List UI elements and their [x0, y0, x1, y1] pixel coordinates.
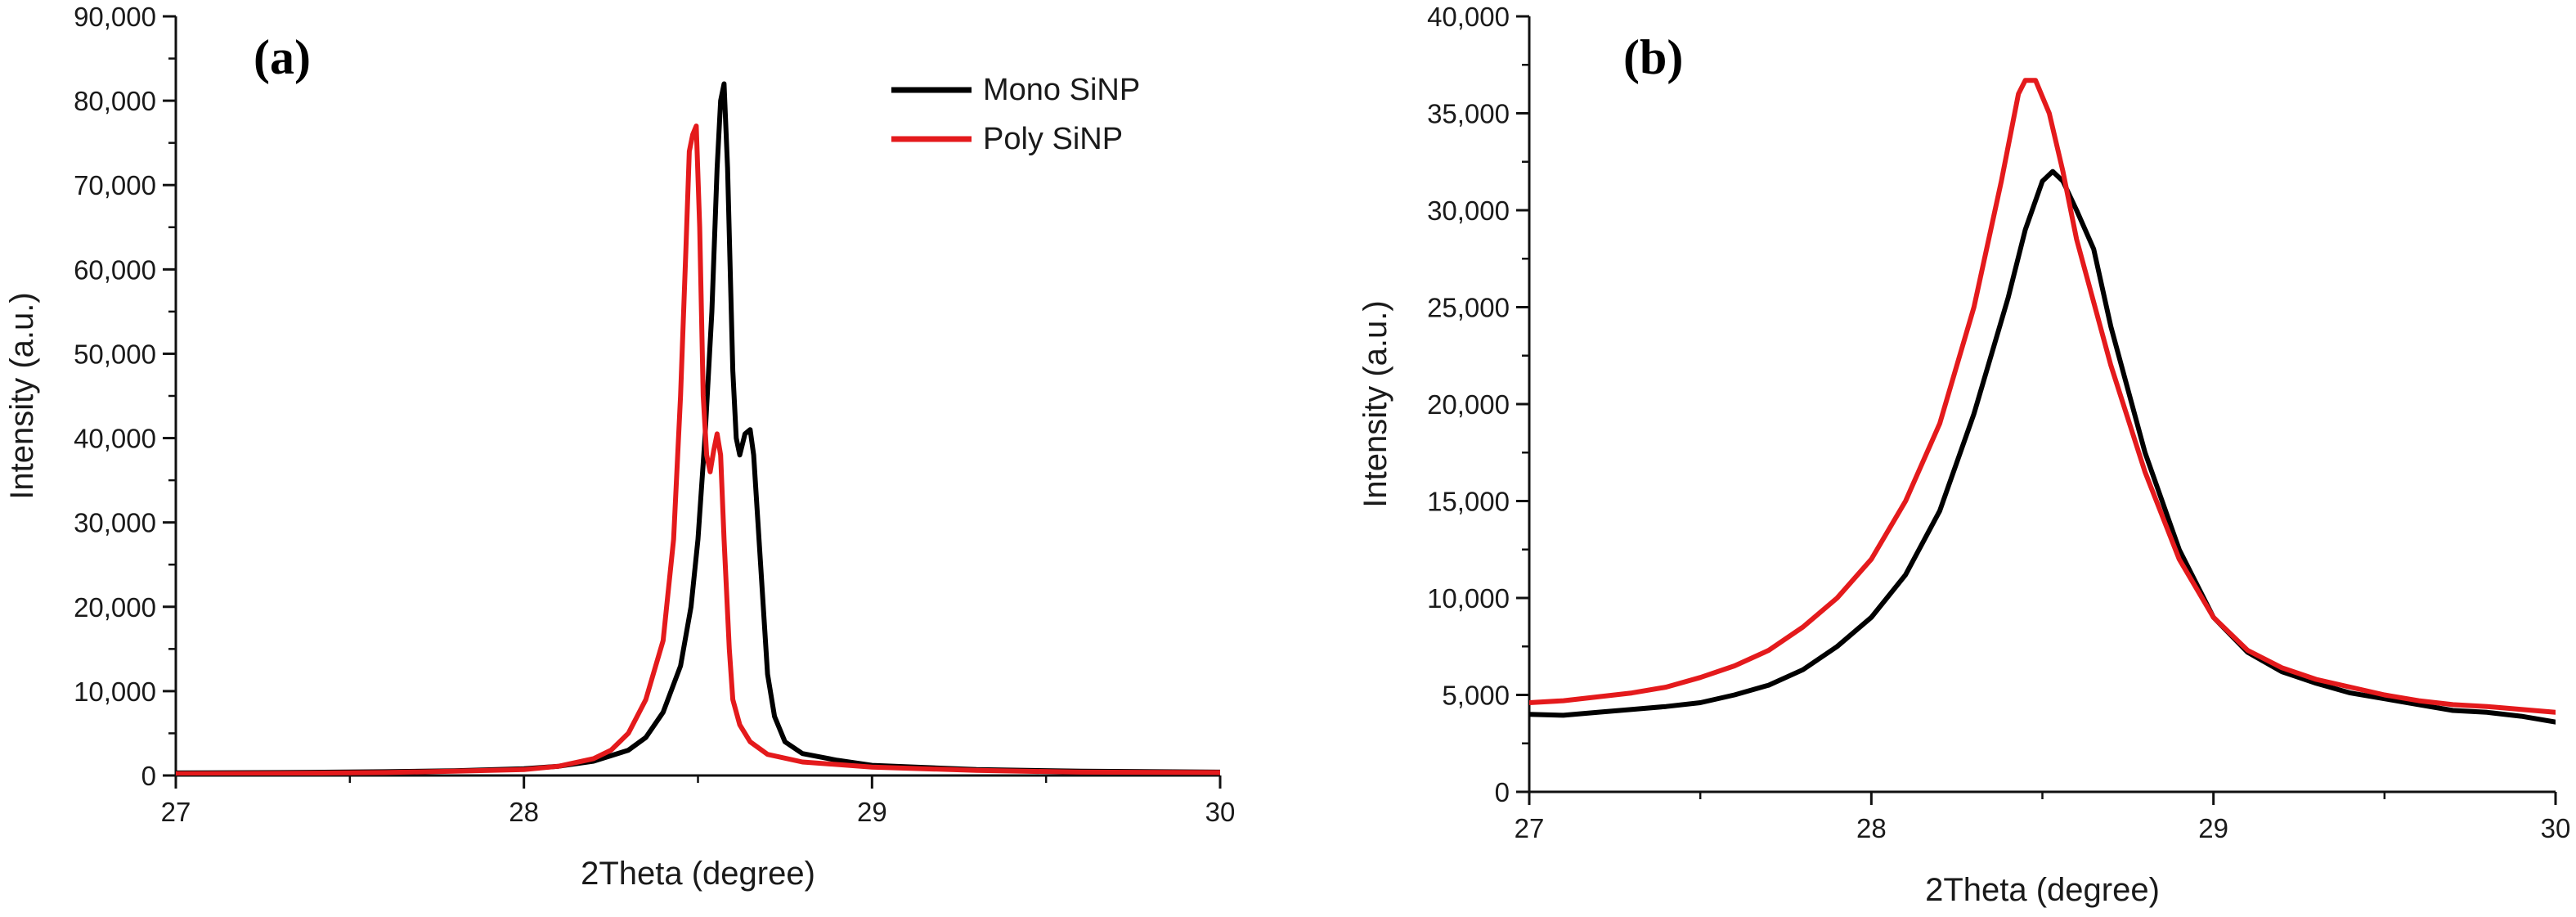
series-line-0 — [1529, 169, 2556, 725]
x-tick-label: 29 — [857, 797, 887, 827]
y-tick-label: 70,000 — [74, 170, 156, 200]
y-tick-label: 60,000 — [74, 254, 156, 285]
y-tick-label: 15,000 — [1427, 487, 1510, 517]
x-tick-label: 28 — [1856, 813, 1887, 843]
legend-label: Poly SiNP — [983, 122, 1123, 156]
series-line-poly-sinp — [176, 124, 1220, 775]
panel-label: (b) — [1623, 30, 1683, 84]
series-line-1 — [1529, 78, 2556, 715]
x-tick-label: 30 — [1205, 797, 1236, 827]
x-tick-label: 29 — [2198, 813, 2228, 843]
y-axis-title: Intensity (a.u.) — [1358, 300, 1393, 507]
x-axis-title: 2Theta (degree) — [581, 856, 815, 892]
y-tick-label: 0 — [141, 761, 156, 791]
panel-a: 0 10,000 20,000 30,000 40,000 50,000 60,000 70,… — [4, 2, 1235, 892]
y-tick-label: 10,000 — [74, 677, 156, 707]
legend-label: Mono SiNP — [983, 73, 1140, 107]
x-tick-label: 30 — [2541, 813, 2571, 843]
y-tick-label: 20,000 — [74, 592, 156, 623]
y-tick-label: 20,000 — [1427, 389, 1510, 420]
x-axis-title: 2Theta (degree) — [1925, 872, 2160, 908]
y-axis-title: Intensity (a.u.) — [4, 292, 40, 499]
x-tick-label: 27 — [161, 797, 191, 827]
y-tick-label: 30,000 — [1427, 196, 1510, 226]
y-tick-label: 40,000 — [74, 424, 156, 454]
y-tick-label: 0 — [1495, 777, 1510, 807]
y-tick-label: 30,000 — [74, 508, 156, 538]
y-tick-label: 90,000 — [74, 2, 156, 32]
y-tick-label: 5,000 — [1442, 681, 1510, 711]
y-tick-label: 80,000 — [74, 86, 156, 116]
x-tick-label: 27 — [1515, 813, 1545, 843]
y-tick-label: 10,000 — [1427, 583, 1510, 614]
y-tick-label: 25,000 — [1427, 293, 1510, 323]
panel-label: (a) — [254, 30, 311, 84]
y-tick-label: 40,000 — [1427, 2, 1510, 32]
y-tick-label: 50,000 — [74, 339, 156, 369]
x-tick-label: 28 — [509, 797, 539, 827]
panel-b: 0 5,000 10,000 15,000 20,000 25,000 30,000 35,0… — [1358, 2, 2570, 908]
y-tick-label: 35,000 — [1427, 99, 1510, 129]
